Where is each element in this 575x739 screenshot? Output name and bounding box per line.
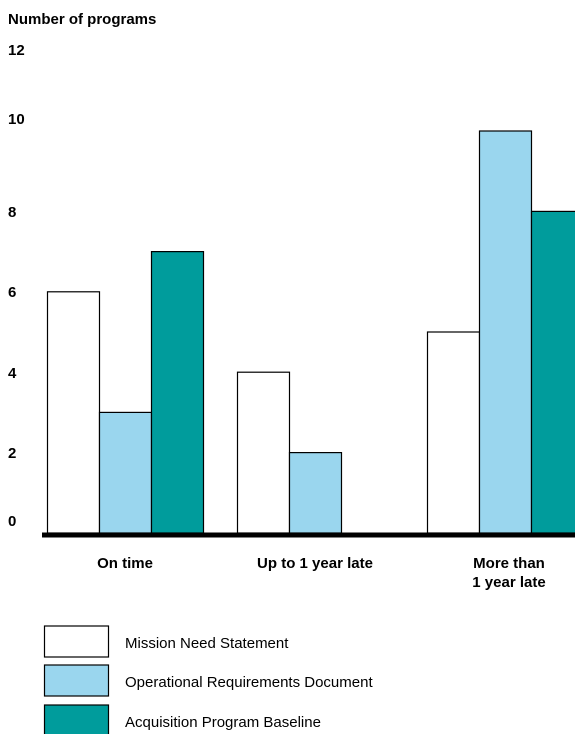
legend-swatch-2 xyxy=(45,705,109,734)
bar-0-1 xyxy=(100,412,152,533)
y-tick-4: 4 xyxy=(8,365,17,382)
legend-label-2: Acquisition Program Baseline xyxy=(125,714,321,731)
y-tick-12: 12 xyxy=(8,42,25,59)
y-tick-8: 8 xyxy=(8,204,16,221)
legend-swatch-0 xyxy=(45,626,109,657)
y-tick-0: 0 xyxy=(8,513,16,530)
bar-2-2 xyxy=(532,211,575,533)
bar-1-1 xyxy=(290,453,342,533)
bars xyxy=(48,131,575,533)
y-tick-10: 10 xyxy=(8,111,25,128)
legend-swatch-1 xyxy=(45,665,109,696)
bar-0-0 xyxy=(48,292,100,533)
bar-0-2 xyxy=(152,252,204,533)
category-labels: On time Up to 1 year late More than 1 year … xyxy=(97,555,546,591)
category-label-2-0: More than xyxy=(473,555,545,572)
y-ticks: 0 2 4 6 8 10 12 xyxy=(8,42,25,530)
legend: Mission Need Statement Operational Requir… xyxy=(45,626,374,734)
y-tick-6: 6 xyxy=(8,284,16,301)
category-label-1-0: Up to 1 year late xyxy=(257,555,373,572)
bar-2-1 xyxy=(480,131,532,533)
legend-label-1: Operational Requirements Document xyxy=(125,674,373,691)
bar-1-0 xyxy=(238,372,290,533)
y-tick-2: 2 xyxy=(8,445,16,462)
y-axis-label: Number of programs xyxy=(8,11,156,28)
category-label-0-0: On time xyxy=(97,555,153,572)
legend-label-0: Mission Need Statement xyxy=(125,635,289,652)
bar-2-0 xyxy=(428,332,480,533)
category-label-2-1: 1 year late xyxy=(472,574,545,591)
